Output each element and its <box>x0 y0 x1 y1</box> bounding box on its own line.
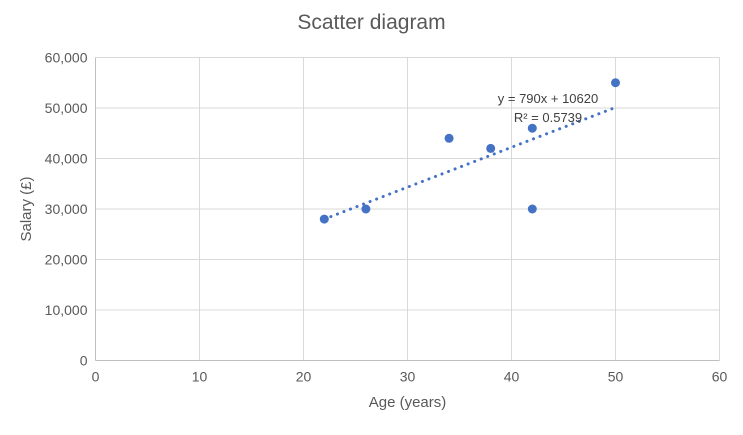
y-tick-label: 0 <box>80 353 88 369</box>
y-tick-label: 30,000 <box>45 201 88 217</box>
x-tick-label: 20 <box>296 369 312 385</box>
x-axis-title: Age (years) <box>368 394 447 411</box>
x-tick-label: 50 <box>608 369 624 385</box>
trendline <box>322 105 617 221</box>
data-point <box>361 204 371 214</box>
y-tick-label: 50,000 <box>45 100 88 116</box>
data-point <box>611 78 620 88</box>
y-tick-label: 40,000 <box>45 151 88 167</box>
x-tick-label: 30 <box>400 369 416 385</box>
y-tick-label: 10,000 <box>45 302 88 318</box>
data-point <box>444 133 454 143</box>
data-point <box>486 143 496 153</box>
data-point <box>527 123 537 133</box>
trendline-equation: y = 790x + 10620 <box>497 91 599 106</box>
y-tick-label: 20,000 <box>45 252 88 268</box>
chart-title: Scatter diagram <box>297 11 446 34</box>
y-axis-title: Salary (£) <box>18 176 35 242</box>
trendline-r-squared: R² = 0.5739 <box>513 110 583 125</box>
data-point <box>527 204 537 214</box>
x-tick-label: 40 <box>504 369 520 385</box>
data-point <box>319 214 329 224</box>
trendline-label: y = 790x + 10620 R² = 0.5739 <box>448 89 648 127</box>
x-tick-label: 10 <box>192 369 208 385</box>
y-tick-label: 60,000 <box>45 50 88 66</box>
x-tick-label: 0 <box>92 369 100 385</box>
x-tick-label: 60 <box>712 369 728 385</box>
